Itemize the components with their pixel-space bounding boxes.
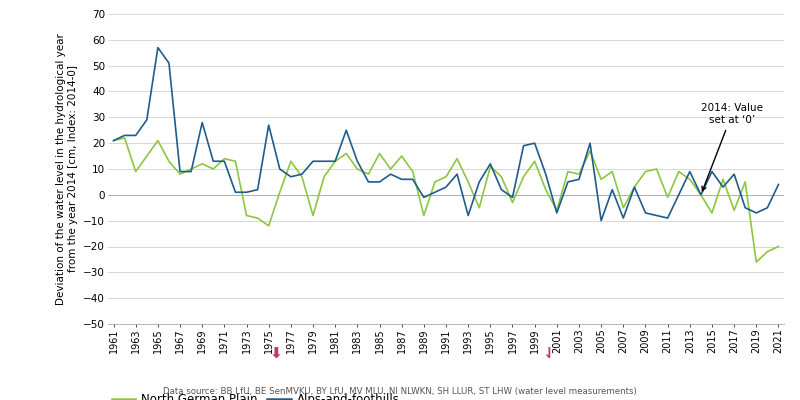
Text: Data source: BB LfU, BE SenMVKU, BY LfU, MV MLU, NI NLWKN, SH LLUR, ST LHW (wate: Data source: BB LfU, BE SenMVKU, BY LfU,… — [163, 387, 637, 396]
Legend: North German Plain, Alps-and-foothills: North German Plain, Alps-and-foothills — [107, 389, 405, 400]
Text: 2014: Value
set at ‘0’: 2014: Value set at ‘0’ — [701, 104, 763, 191]
Text: ⬇: ⬇ — [270, 346, 282, 362]
Y-axis label: Deviation of the water level in the hydrological year
from the year 2014 [cm, In: Deviation of the water level in the hydr… — [56, 33, 78, 305]
Text: ⇃: ⇃ — [542, 346, 554, 362]
